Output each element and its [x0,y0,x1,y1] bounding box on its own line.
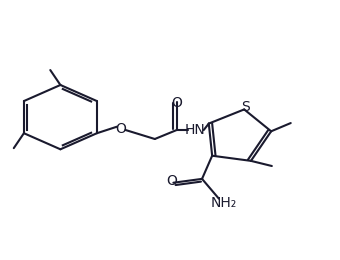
Text: O: O [171,96,182,110]
Text: S: S [241,100,250,114]
Text: NH₂: NH₂ [211,196,237,210]
Text: O: O [166,174,177,188]
Text: HN: HN [185,123,206,137]
Text: O: O [116,122,126,136]
